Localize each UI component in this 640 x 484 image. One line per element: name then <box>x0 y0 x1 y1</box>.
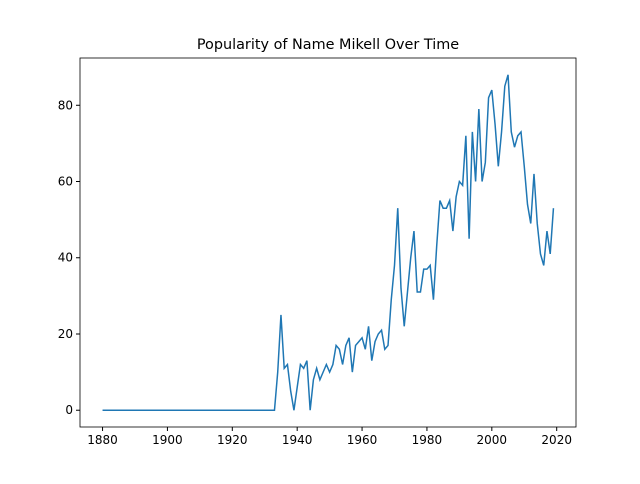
x-tick-label: 1920 <box>217 433 248 447</box>
x-tick-label: 2000 <box>477 433 508 447</box>
y-tick-label: 60 <box>58 175 73 189</box>
line <box>102 74 555 411</box>
x-tick-label: 1940 <box>282 433 313 447</box>
x-tick-label: 1960 <box>347 433 378 447</box>
x-tick-label: 1900 <box>152 433 183 447</box>
x-tick-label: 1880 <box>87 433 118 447</box>
y-tick-label: 80 <box>58 98 73 112</box>
axes-frame <box>79 57 577 428</box>
x-tick-label: 1980 <box>412 433 443 447</box>
x-tick-label: 2020 <box>541 433 572 447</box>
y-tick-label: 40 <box>58 251 73 265</box>
chart-title: Popularity of Name Mikell Over Time <box>197 37 459 53</box>
y-tick-label: 20 <box>58 327 73 341</box>
y-tick-label: 0 <box>65 403 73 417</box>
